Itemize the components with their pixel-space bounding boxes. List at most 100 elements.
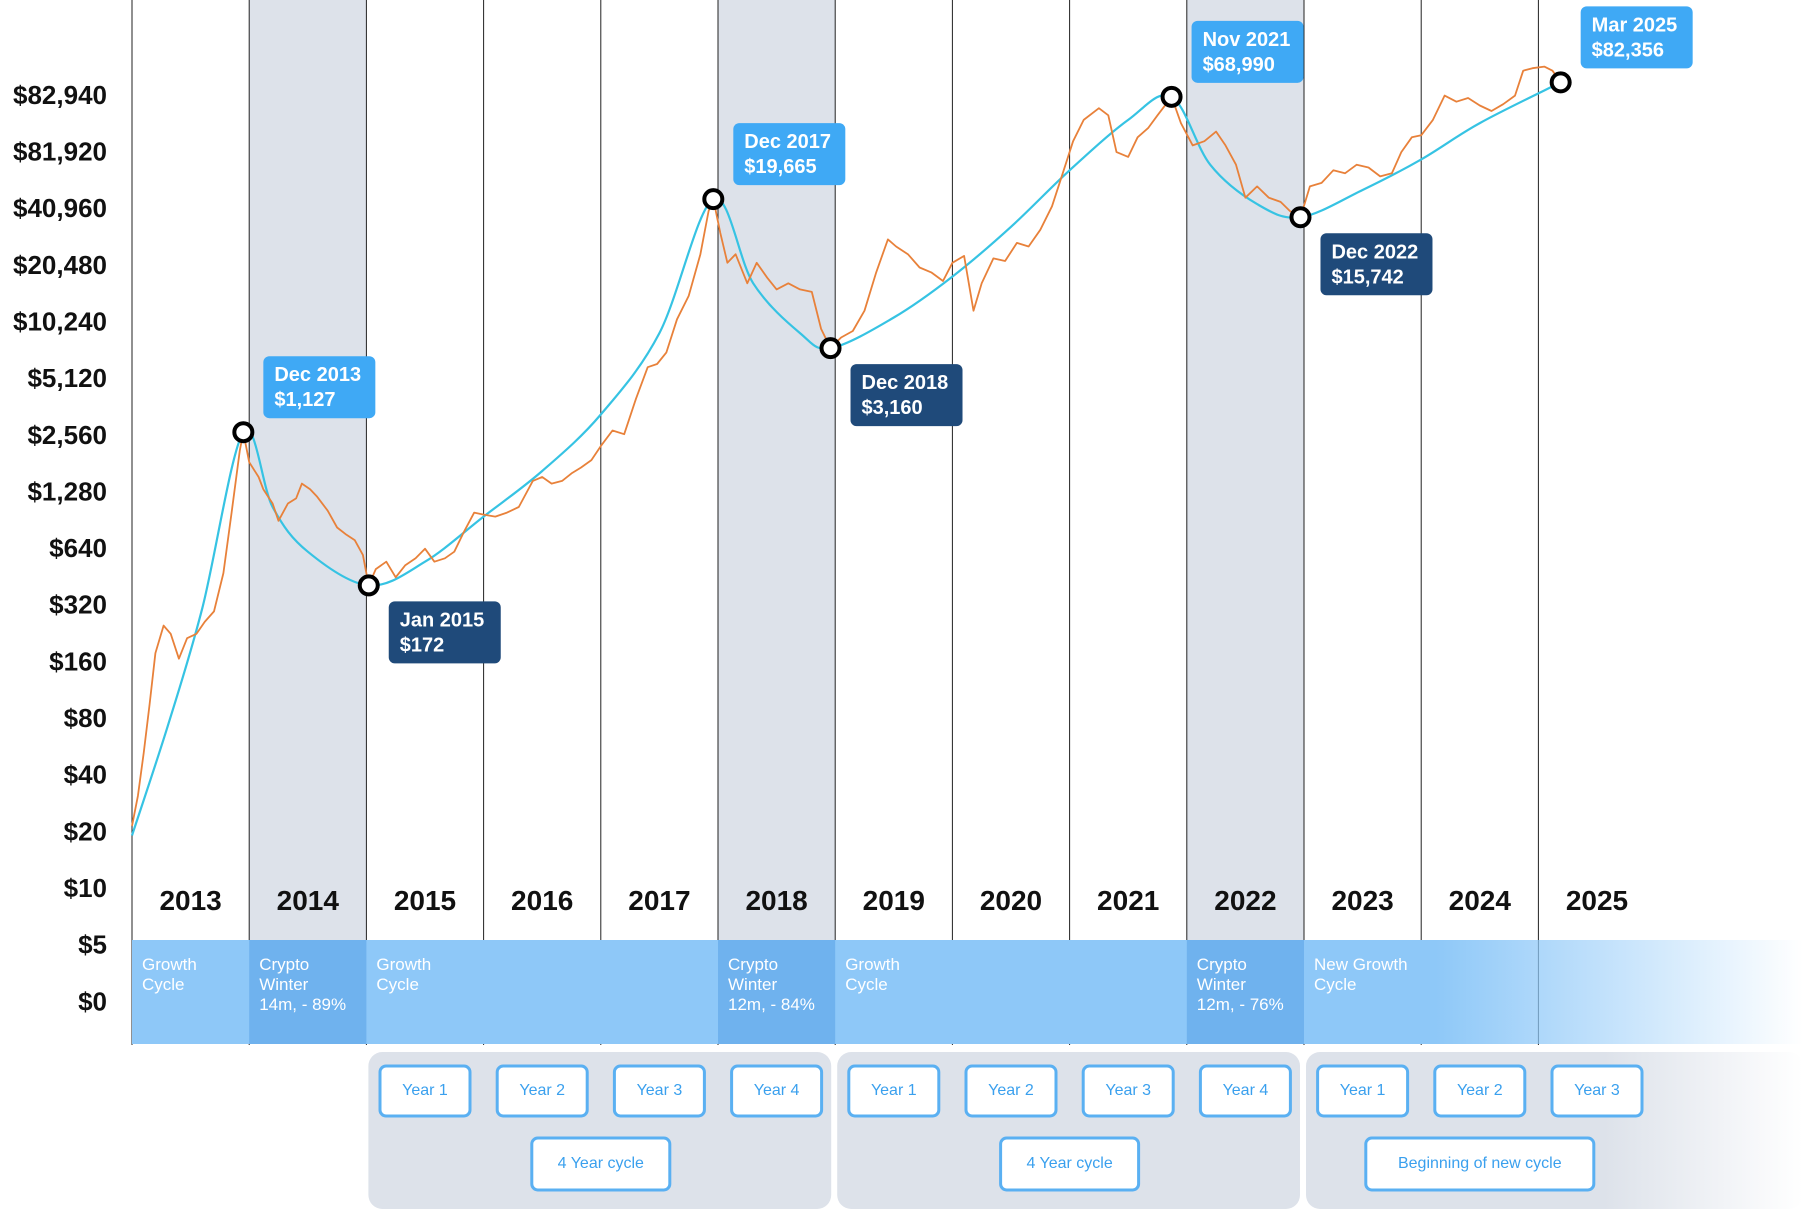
phase-label: 12m, - 84%	[728, 995, 815, 1014]
callout-box	[1580, 6, 1693, 69]
cycle-label-box	[999, 1136, 1141, 1192]
year-label-2025: 2025	[1566, 885, 1628, 916]
year-label-2020: 2020	[980, 885, 1042, 916]
cycle-label-box	[1364, 1136, 1596, 1192]
trend-line	[130, 81, 1562, 836]
cycle-year-box	[1198, 1064, 1292, 1118]
callout-box	[850, 364, 963, 427]
phase-label: Growth	[376, 955, 431, 974]
cycle-year-box	[730, 1064, 824, 1118]
cycle-year-label: Year 4	[754, 1082, 800, 1099]
cycle-panels: Year 1 Year 2 Year 3 Year 4 4 Year cycle Year…	[368, 1052, 1803, 1209]
y-tick-label: $10	[64, 873, 107, 903]
callout-price: $68,990	[1203, 54, 1275, 76]
callout-date: Dec 2013	[274, 364, 361, 386]
phase-label: Crypto	[259, 955, 309, 974]
phase-label: New Growth	[1314, 955, 1408, 974]
cycle-label: Beginning of new cycle	[1398, 1155, 1562, 1172]
y-tick-label: $20,480	[13, 250, 107, 280]
phase-label: Winter	[259, 975, 308, 994]
y-tick-label: $160	[49, 646, 107, 676]
callout-marker	[1160, 85, 1183, 108]
cycle-year-label: Year 2	[519, 1082, 565, 1099]
winter-shade-2022	[1186, 0, 1304, 940]
phase-label: Growth	[142, 955, 197, 974]
year-label-2021: 2021	[1097, 885, 1159, 916]
callout-box	[263, 356, 376, 419]
cycle-year-label: Year 3	[1105, 1082, 1151, 1099]
cycle-year-label: Year 1	[871, 1082, 917, 1099]
year-label-2014: 2014	[277, 885, 340, 916]
cycle-year-label: Year 4	[1223, 1082, 1269, 1099]
callout-price: $19,665	[744, 156, 816, 178]
cycle-label: 4 Year cycle	[558, 1155, 644, 1172]
phase-winter-block	[1186, 940, 1304, 1044]
cycle-label-box	[530, 1136, 672, 1192]
year-label-2024: 2024	[1449, 885, 1512, 916]
callout-marker	[357, 574, 380, 597]
callout-date: Nov 2021	[1203, 29, 1291, 51]
y-tick-label: $2,560	[27, 420, 107, 450]
cycle-year-label: Year 1	[1340, 1082, 1386, 1099]
y-tick-label: $40	[64, 760, 107, 790]
cycle-year-box	[1081, 1064, 1175, 1118]
callout-price: $3,160	[862, 397, 923, 419]
y-tick-label: $82,940	[13, 80, 107, 110]
y-axis-ticks: $82,940 $81,920 $40,960 $20,480 $10,240 $5,12…	[13, 80, 107, 1016]
y-tick-label: $81,920	[13, 137, 107, 167]
cycle-year-label: Year 3	[1574, 1082, 1620, 1099]
cycle-year-box	[378, 1064, 472, 1118]
year-label-2022: 2022	[1214, 885, 1276, 916]
phase-label: Cycle	[845, 975, 888, 994]
phase-label: Cycle	[1314, 975, 1357, 994]
cycle-year-label: Year 2	[988, 1082, 1034, 1099]
year-label-2023: 2023	[1331, 885, 1393, 916]
cycle-label: 4 Year cycle	[1026, 1155, 1112, 1172]
winter-shade-2014	[249, 0, 367, 940]
callout-box	[388, 601, 501, 664]
y-tick-label: $320	[49, 590, 107, 620]
phase-label: Cycle	[142, 975, 185, 994]
callout-marker	[1289, 206, 1312, 229]
year-label-2013: 2013	[159, 885, 221, 916]
phase-label: 14m, - 89%	[259, 995, 346, 1014]
y-tick-label: $10,240	[13, 306, 107, 336]
callout-marker	[819, 337, 842, 360]
phase-label: Winter	[728, 975, 777, 994]
cycle-year-box	[1550, 1064, 1644, 1118]
y-tick-label: $640	[49, 533, 107, 563]
y-tick-label: $40,960	[13, 193, 107, 223]
cycle-year-label: Year 2	[1457, 1082, 1503, 1099]
callout-box	[733, 123, 846, 186]
callout-price: $1,127	[274, 389, 335, 411]
phase-label: Winter	[1197, 975, 1246, 994]
y-tick-label: $5,120	[27, 363, 107, 393]
year-gridlines	[131, 0, 1539, 1045]
cycle-year-box	[495, 1064, 589, 1118]
cycle-year-box	[612, 1064, 706, 1118]
phase-label: Cycle	[376, 975, 419, 994]
callout-marker	[232, 421, 255, 444]
phase-winter-block	[718, 940, 836, 1044]
callout-marker	[702, 188, 725, 211]
cycle-panel	[368, 1052, 832, 1209]
cycle-year-box	[964, 1064, 1058, 1118]
callout-box	[1191, 20, 1304, 83]
y-tick-label: $5	[78, 930, 107, 960]
cycle-year-box	[1433, 1064, 1527, 1118]
y-tick-label: $0	[78, 986, 107, 1016]
cycle-year-box	[1316, 1064, 1410, 1118]
callout-date: Dec 2018	[862, 372, 949, 394]
phase-label: 12m, - 76%	[1197, 995, 1284, 1014]
callout-price: $82,356	[1592, 39, 1664, 61]
phase-winter-block	[249, 940, 367, 1044]
cycle-year-box	[847, 1064, 941, 1118]
y-tick-label: $80	[64, 703, 107, 733]
phase-band-background	[132, 940, 1803, 1044]
callout-date: Dec 2017	[744, 131, 831, 153]
cycle-panel	[837, 1052, 1300, 1209]
callout-date: Dec 2022	[1331, 241, 1418, 263]
cycle-year-label: Year 1	[402, 1082, 448, 1099]
year-label-2017: 2017	[628, 885, 690, 916]
